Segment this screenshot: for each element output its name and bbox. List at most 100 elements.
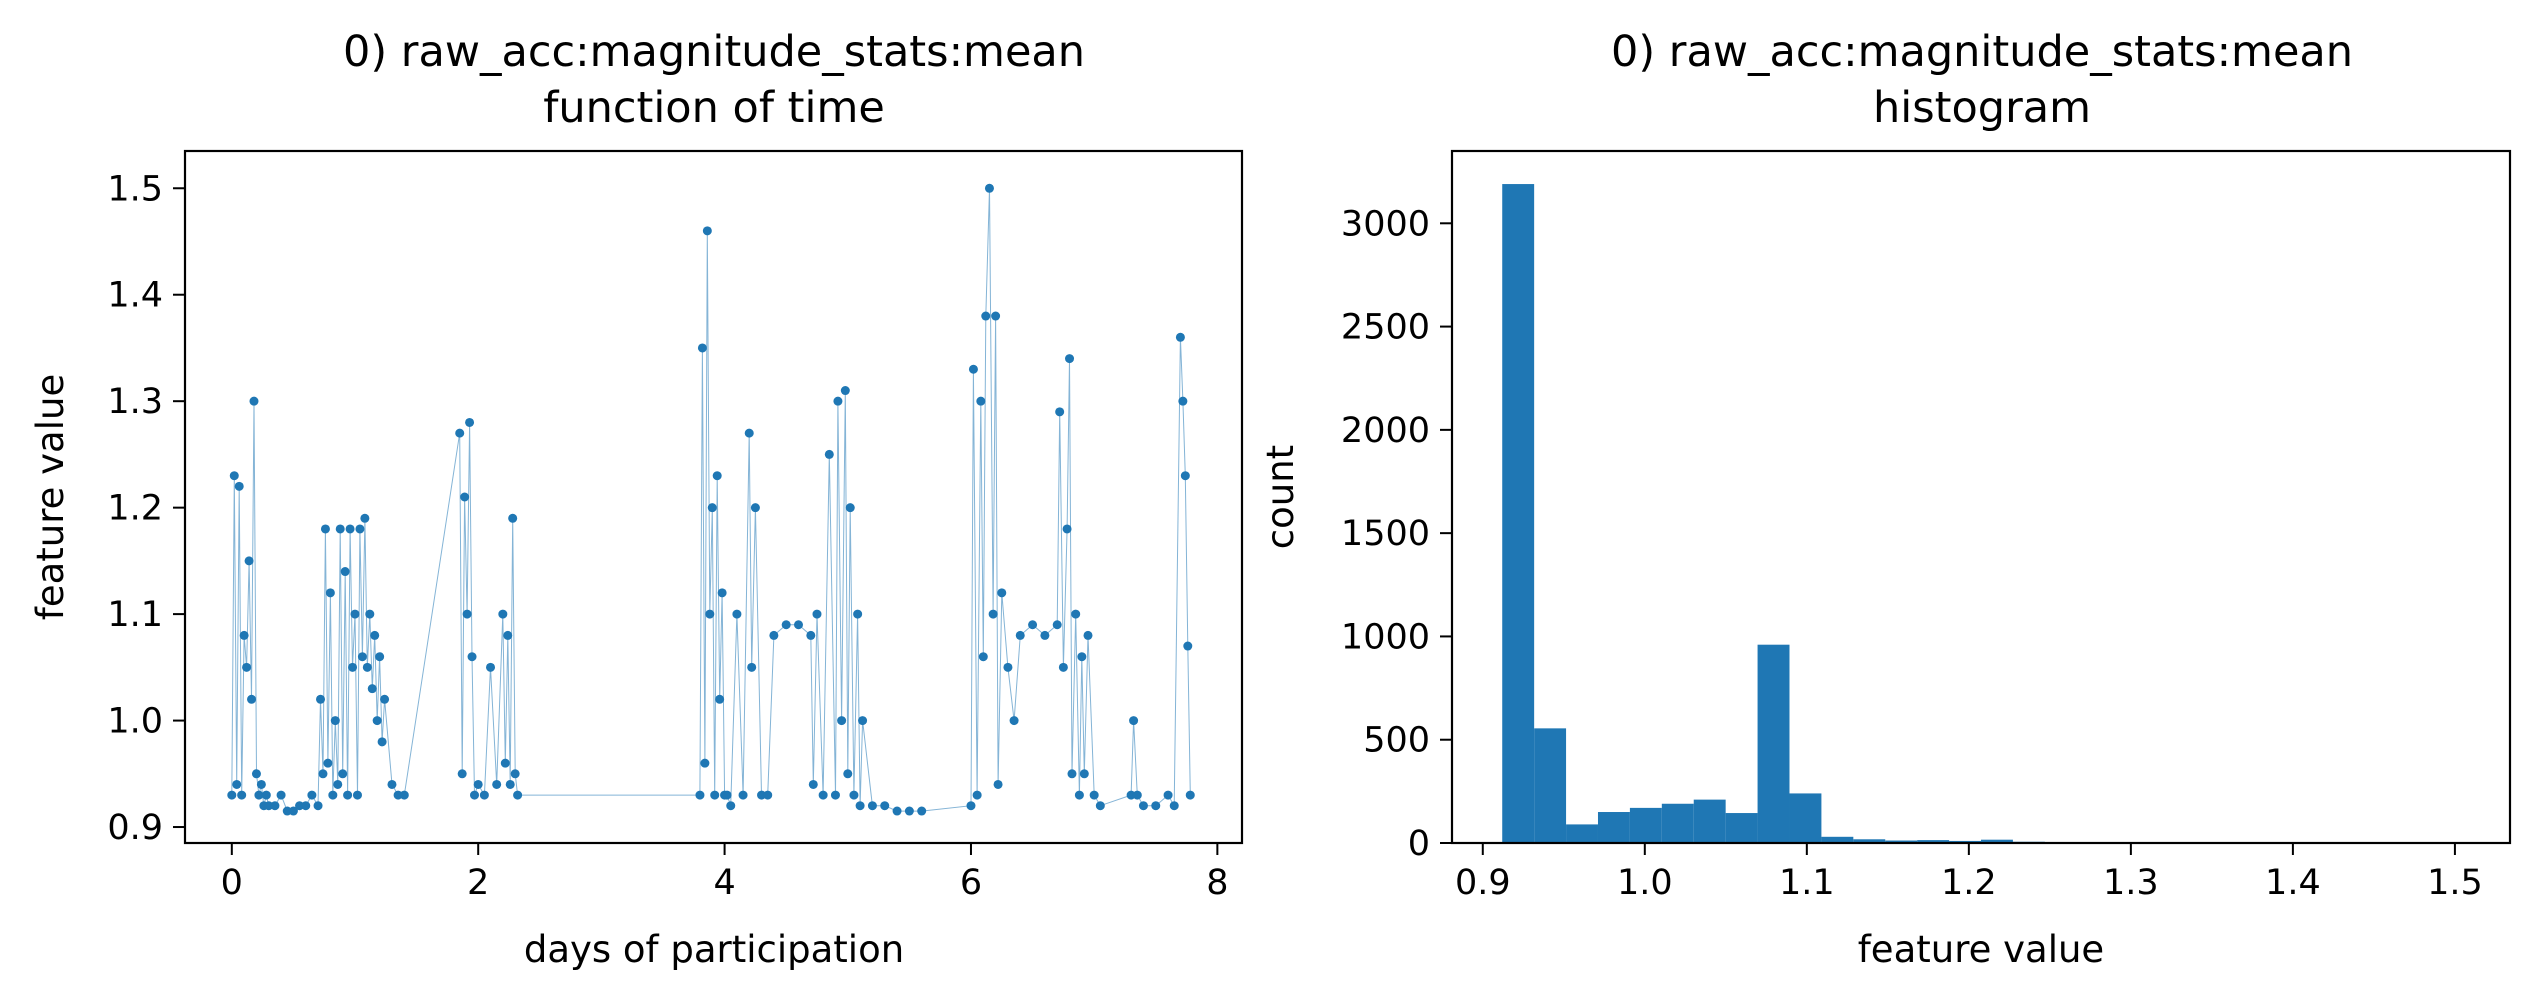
- histogram-bar: [1789, 793, 1822, 843]
- right-axes-frame: [1450, 149, 2512, 845]
- data-point: [375, 652, 385, 662]
- data-point: [981, 311, 991, 321]
- data-point: [1183, 641, 1193, 651]
- right-title-line1: 0) raw_acc:magnitude_stats:mean: [1611, 27, 2353, 77]
- data-point: [845, 503, 855, 513]
- data-point: [360, 513, 370, 523]
- histogram-bar: [1725, 813, 1758, 843]
- data-point: [781, 620, 791, 630]
- left-y-tick-label: 1.4: [107, 276, 163, 316]
- data-point: [976, 396, 986, 406]
- data-point: [732, 609, 742, 619]
- left-y-tick-label: 1.0: [107, 702, 163, 742]
- data-point: [712, 471, 722, 481]
- data-point: [318, 769, 328, 779]
- data-point: [1015, 630, 1025, 640]
- data-point: [1178, 396, 1188, 406]
- data-point: [904, 806, 914, 816]
- data-point: [763, 790, 773, 800]
- data-point: [227, 790, 237, 800]
- data-point: [333, 779, 343, 789]
- right-x-tick-label: 1.0: [1617, 863, 1673, 903]
- data-point: [330, 716, 340, 726]
- data-point: [1138, 801, 1148, 811]
- histogram-bar: [1502, 184, 1535, 843]
- data-point: [460, 492, 470, 502]
- data-point: [1180, 471, 1190, 481]
- data-point: [808, 779, 818, 789]
- data-point: [264, 801, 274, 811]
- data-point: [972, 790, 982, 800]
- data-point: [323, 758, 333, 768]
- histogram-bar: [1629, 807, 1662, 843]
- data-point: [1040, 630, 1050, 640]
- data-point: [316, 694, 326, 704]
- data-point: [350, 609, 360, 619]
- left-title-line2: function of time: [543, 83, 885, 133]
- data-point: [239, 630, 249, 640]
- right-x-tick-label: 0.9: [1455, 863, 1511, 903]
- right-x-tick-label: 1.5: [2427, 863, 2483, 903]
- data-point: [237, 790, 247, 800]
- histogram-bar: [1597, 812, 1630, 843]
- histogram-bar: [1661, 803, 1694, 843]
- data-point: [1074, 790, 1084, 800]
- data-point: [1071, 609, 1081, 619]
- data-point: [695, 790, 705, 800]
- left-x-axis-label: days of participation: [524, 928, 904, 971]
- data-point: [500, 758, 510, 768]
- left-x-tick-label: 0: [221, 863, 243, 903]
- left-plot-area: 0 2 4 6 8 0.9 1.0 1.1 1.2 1.3 1.4 1.5: [107, 169, 1228, 903]
- right-y-tick-label: 1000: [1341, 617, 1430, 657]
- data-point: [467, 652, 477, 662]
- data-point: [858, 716, 868, 726]
- data-point: [892, 806, 902, 816]
- data-point: [1095, 801, 1105, 811]
- right-title-line2: histogram: [1873, 83, 2091, 133]
- data-point: [978, 652, 988, 662]
- data-point: [393, 790, 403, 800]
- data-point: [355, 524, 365, 534]
- left-x-tick-label: 2: [467, 863, 489, 903]
- right-y-tick-label: 3000: [1341, 204, 1430, 244]
- data-point: [806, 630, 816, 640]
- data-point: [984, 183, 994, 193]
- data-point: [380, 694, 390, 704]
- data-point: [295, 801, 305, 811]
- data-point: [1077, 652, 1087, 662]
- data-point: [325, 588, 335, 598]
- histogram-bar: [1853, 839, 1886, 843]
- data-point: [365, 609, 375, 619]
- data-point: [837, 716, 847, 726]
- data-point: [917, 806, 927, 816]
- right-x-tick-label: 1.3: [2103, 863, 2159, 903]
- data-point: [399, 790, 409, 800]
- data-point: [997, 588, 1007, 598]
- data-point: [247, 694, 257, 704]
- left-y-tick-label: 1.5: [107, 169, 163, 209]
- data-point: [747, 662, 757, 672]
- data-point: [1083, 630, 1093, 640]
- data-point: [261, 790, 271, 800]
- data-point: [710, 790, 720, 800]
- right-y-tick-label: 2500: [1341, 308, 1430, 348]
- data-point: [717, 588, 727, 598]
- data-point: [503, 630, 513, 640]
- left-y-tick-label: 1.1: [107, 595, 163, 635]
- data-point: [340, 567, 350, 577]
- data-point: [1151, 801, 1161, 811]
- data-point: [307, 790, 317, 800]
- data-point: [234, 481, 244, 491]
- data-point: [457, 769, 467, 779]
- data-point: [1062, 524, 1072, 534]
- data-point: [348, 662, 358, 672]
- data-point: [498, 609, 508, 619]
- data-point: [276, 790, 286, 800]
- data-point: [1163, 790, 1173, 800]
- data-point: [849, 790, 859, 800]
- data-point: [335, 524, 345, 534]
- data-point: [510, 769, 520, 779]
- right-x-tick-label: 1.2: [1941, 863, 1997, 903]
- data-point: [513, 790, 523, 800]
- histogram-bar: [1534, 728, 1567, 843]
